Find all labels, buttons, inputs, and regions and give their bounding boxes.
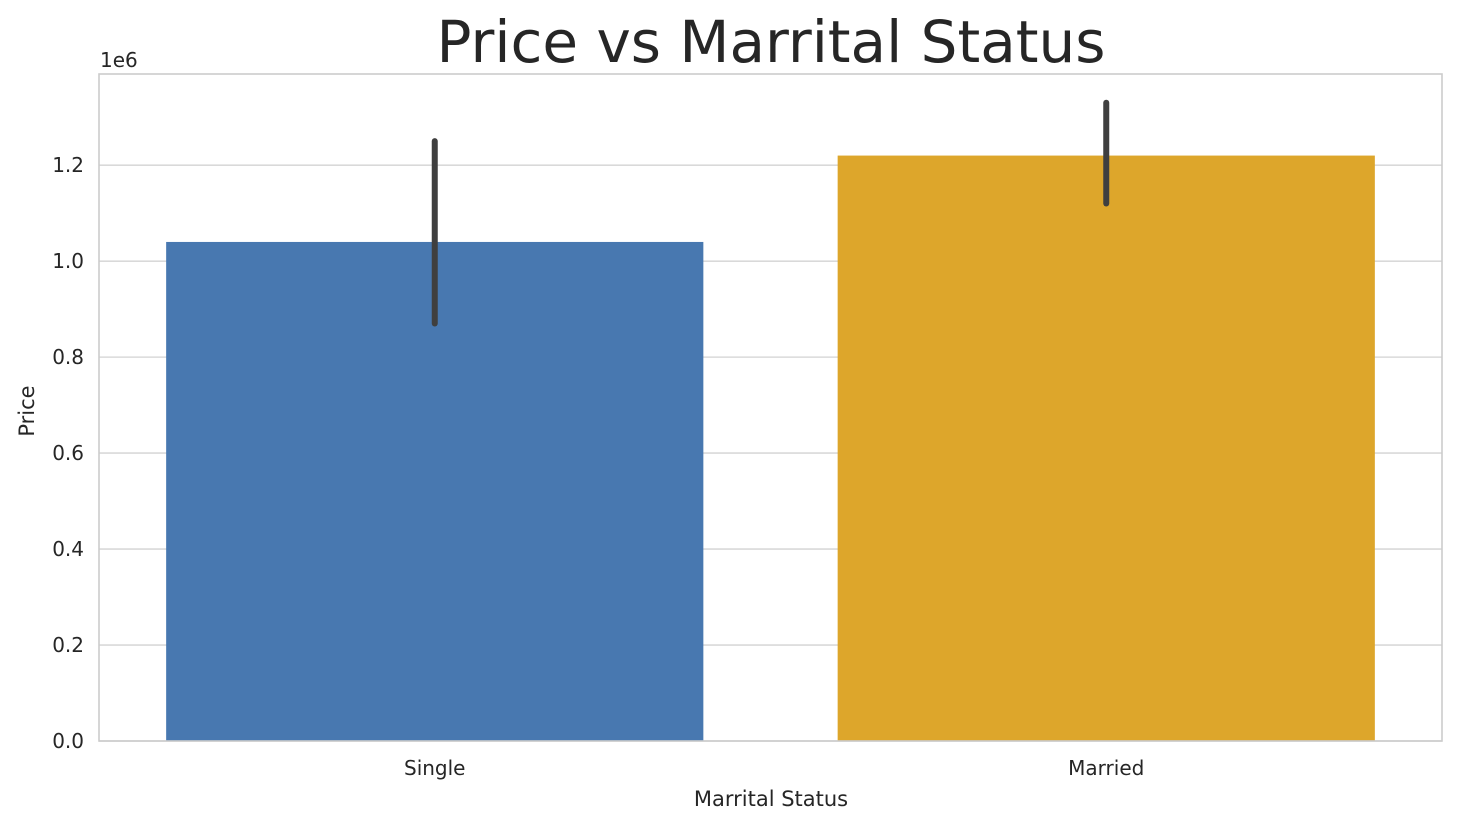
y-tick-labels: 0.0 0.2 0.4 0.6 0.8 1.0 1.2 xyxy=(52,153,84,753)
bars xyxy=(166,155,1375,741)
chart-title: Price vs Marrital Status xyxy=(437,8,1106,76)
y-tick-label: 0.8 xyxy=(52,345,84,369)
y-tick-label: 1.0 xyxy=(52,249,84,273)
x-axis-label: Marrital Status xyxy=(694,787,848,811)
plot-frame xyxy=(98,73,1443,742)
y-offset-label: 1e6 xyxy=(100,48,138,72)
y-tick-label: 1.2 xyxy=(52,153,84,177)
y-tick-label: 0.0 xyxy=(52,729,84,753)
bar-married xyxy=(837,155,1375,741)
y-tick-label: 0.4 xyxy=(52,537,84,561)
y-tick-label: 0.2 xyxy=(52,633,84,657)
y-tick-label: 0.6 xyxy=(52,441,84,465)
error-bars xyxy=(431,99,1110,327)
x-tick-label: Married xyxy=(1068,756,1144,780)
x-tick-label: Single xyxy=(404,756,465,780)
x-tick-labels: Single Married xyxy=(404,756,1144,780)
y-axis-label: Price xyxy=(15,385,39,436)
